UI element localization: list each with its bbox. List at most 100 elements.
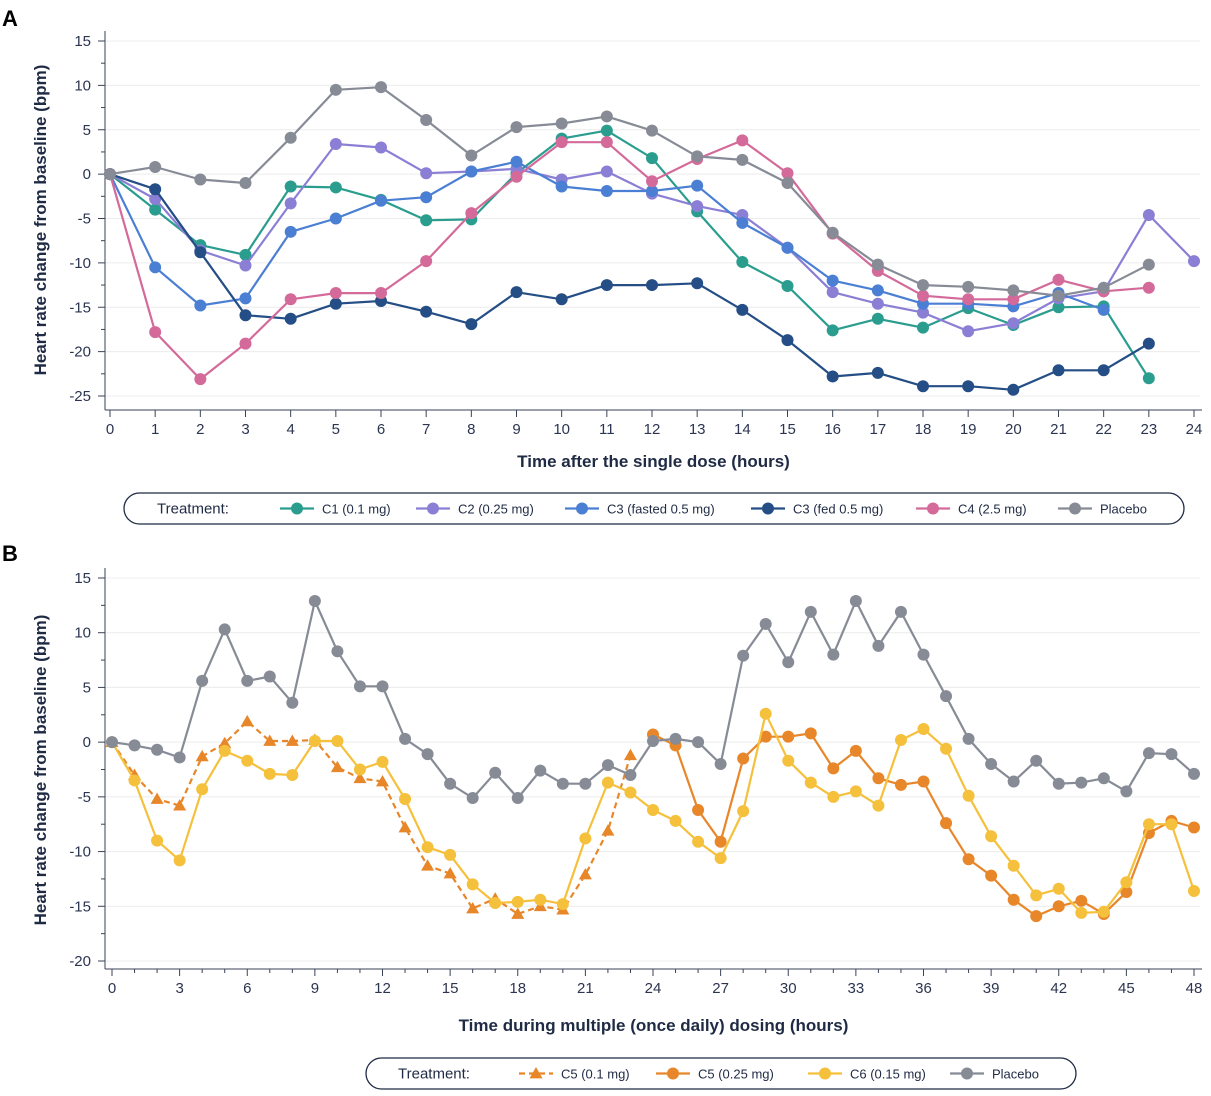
data-point	[782, 730, 795, 743]
legend-marker	[819, 1067, 831, 1080]
data-point	[420, 167, 433, 180]
x-tick-label: 12	[644, 421, 661, 438]
data-point	[1142, 208, 1155, 221]
data-point	[1188, 884, 1200, 897]
data-point-triangle	[511, 907, 525, 919]
data-point	[601, 776, 614, 789]
y-tick-label: -25	[69, 388, 91, 405]
data-point	[917, 723, 930, 736]
y-tick-label: 0	[83, 734, 91, 751]
data-point	[149, 161, 162, 174]
data-point	[691, 179, 704, 192]
data-point	[1007, 284, 1020, 297]
x-tick-label: 11	[599, 421, 615, 438]
data-point	[647, 735, 659, 748]
data-point	[284, 180, 297, 193]
data-point	[489, 766, 502, 779]
data-point	[421, 748, 434, 761]
data-point	[600, 136, 613, 149]
data-point	[985, 869, 998, 882]
data-point	[827, 762, 840, 775]
data-point	[1030, 910, 1043, 923]
data-point	[646, 152, 658, 165]
data-point	[353, 680, 366, 693]
data-point	[375, 287, 387, 300]
x-tick-label: 21	[577, 980, 594, 997]
data-point	[465, 165, 478, 178]
data-point	[849, 594, 862, 607]
x-tick-label: 13	[689, 421, 706, 438]
legend: Treatment: C5 (0.1 mg) C5 (0.25 mg) C6 (0.1…	[365, 1057, 1077, 1090]
data-point	[1120, 785, 1133, 798]
series-c3-fasted-0-5-mg	[104, 155, 1110, 316]
data-point	[917, 321, 929, 334]
data-point	[128, 739, 141, 752]
data-point	[600, 110, 613, 123]
x-tick-label: 15	[442, 980, 459, 997]
data-point	[1097, 281, 1110, 294]
data-point	[149, 192, 162, 205]
data-point	[194, 299, 207, 312]
data-point	[737, 805, 750, 818]
x-tick-label: 10	[553, 421, 570, 438]
data-point	[894, 778, 907, 791]
data-point	[375, 194, 387, 207]
x-tick-label: 24	[645, 980, 662, 997]
data-point-triangle	[263, 734, 277, 746]
data-point	[1075, 906, 1088, 919]
data-point	[239, 292, 252, 305]
data-point	[826, 226, 839, 239]
data-point	[1052, 777, 1065, 790]
data-point	[894, 605, 907, 618]
data-point	[420, 255, 433, 268]
data-point	[872, 639, 885, 652]
series-line	[109, 86, 1150, 297]
data-point	[737, 752, 750, 765]
data-point	[759, 617, 772, 630]
data-point	[1030, 754, 1043, 767]
y-tick-label: 15	[74, 33, 91, 50]
data-point	[375, 141, 387, 154]
data-point	[239, 309, 252, 322]
data-point	[399, 793, 412, 806]
data-point-triangle	[443, 866, 457, 879]
legend-marker	[427, 502, 439, 515]
data-point-triangle	[240, 714, 254, 727]
data-point	[600, 184, 613, 197]
data-point	[600, 279, 613, 292]
data-point	[353, 763, 366, 776]
data-point	[194, 173, 207, 186]
data-point	[691, 277, 704, 290]
data-point	[420, 191, 433, 204]
data-point	[940, 817, 953, 830]
legend-box	[365, 1057, 1077, 1090]
data-point	[781, 279, 794, 292]
y-axis-title: Heart rate change from baseline (bpm)	[31, 65, 50, 376]
x-tick-label: 14	[734, 421, 751, 438]
data-point	[804, 605, 817, 618]
data-point	[284, 225, 297, 238]
data-point	[1188, 821, 1200, 834]
data-point	[917, 380, 929, 393]
data-point	[917, 289, 929, 302]
series-c5-0-1-mg	[105, 714, 637, 919]
data-point	[308, 735, 321, 748]
data-point	[329, 181, 342, 194]
data-point	[375, 81, 387, 94]
x-tick-label: 22	[1095, 421, 1112, 438]
data-point	[782, 656, 795, 669]
data-point	[173, 751, 186, 764]
panel-label: B	[2, 541, 18, 566]
x-tick-label: 3	[175, 980, 183, 997]
data-point	[376, 680, 389, 693]
data-point	[781, 334, 794, 347]
legend-label: C4 (2.5 mg)	[958, 502, 1027, 517]
data-point	[871, 258, 884, 271]
x-tick-label: 30	[780, 980, 797, 997]
data-point	[1142, 337, 1155, 350]
series-line	[109, 129, 1150, 379]
x-tick-label: 33	[848, 980, 865, 997]
data-point	[601, 759, 614, 772]
data-point	[151, 834, 164, 847]
